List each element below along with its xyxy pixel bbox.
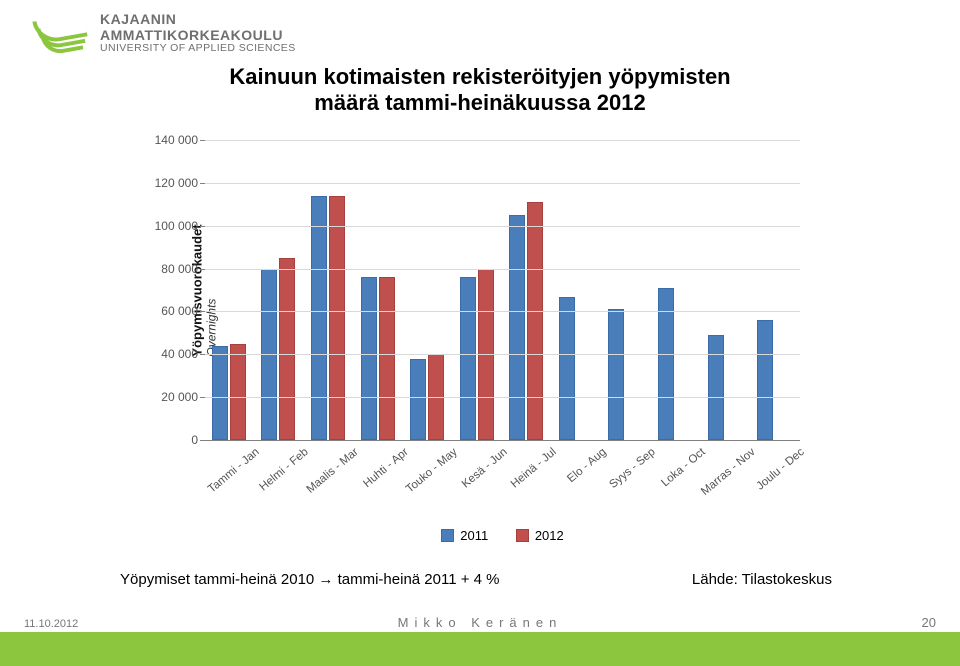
- legend-item-2011: 2011: [441, 528, 488, 543]
- bar-group: [557, 140, 597, 440]
- bar-2011: [708, 335, 724, 440]
- footer-author: Mikko Keränen: [0, 615, 960, 630]
- legend-label-2011: 2011: [460, 528, 488, 543]
- chart-legend: 2011 2012: [205, 528, 800, 545]
- plot-area: [205, 140, 800, 441]
- title-line2: määrä tammi-heinäkuussa 2012: [0, 90, 960, 116]
- y-axis-label: Yöpymisvuorokaudet: [190, 224, 205, 356]
- logo-line2: AMMATTIKORKEAKOULU: [100, 28, 296, 44]
- y-tick-label: 40 000: [110, 347, 198, 361]
- bar-group: [259, 140, 299, 440]
- x-axis-labels: Tammi - JanHelmi - FebMaalis - MarHuhti …: [205, 440, 800, 510]
- legend-label-2012: 2012: [535, 528, 564, 543]
- bar-group: [507, 140, 547, 440]
- bar-2012: [379, 277, 395, 440]
- legend-swatch-2011: [441, 529, 454, 542]
- bar-2011: [361, 277, 377, 440]
- logo-swoosh-icon: [28, 15, 92, 53]
- footer-page: 20: [922, 615, 936, 630]
- y-tick-label: 60 000: [110, 304, 198, 318]
- source-text: Lähde: Tilastokeskus: [692, 571, 832, 588]
- grid-line: [205, 226, 800, 227]
- bar-2011: [608, 309, 624, 440]
- grid-line: [205, 269, 800, 270]
- grid-line: [205, 183, 800, 184]
- y-tick-label: 0: [110, 433, 198, 447]
- y-tick-label: 20 000: [110, 390, 198, 404]
- bar-2011: [212, 346, 228, 440]
- y-tick-label: 120 000: [110, 176, 198, 190]
- y-tick-label: 140 000: [110, 133, 198, 147]
- bars-layer: [205, 140, 800, 440]
- bar-group: [656, 140, 696, 440]
- bar-2011: [460, 277, 476, 440]
- grid-line: [205, 354, 800, 355]
- logo-line3: UNIVERSITY OF APPLIED SCIENCES: [100, 43, 296, 55]
- bar-2011: [757, 320, 773, 440]
- logo-text: KAJAANIN AMMATTIKORKEAKOULU UNIVERSITY O…: [100, 12, 296, 55]
- legend-item-2012: 2012: [516, 528, 564, 543]
- y-tick-label: 80 000: [110, 262, 198, 276]
- bar-2012: [527, 202, 543, 440]
- footer-accent-bar: [0, 632, 960, 666]
- bar-group: [210, 140, 250, 440]
- grid-line: [205, 397, 800, 398]
- bar-group: [408, 140, 448, 440]
- slide: KAJAANIN AMMATTIKORKEAKOULU UNIVERSITY O…: [0, 0, 960, 666]
- legend-swatch-2012: [516, 529, 529, 542]
- bar-group: [606, 140, 646, 440]
- bar-group: [706, 140, 746, 440]
- bar-group: [755, 140, 795, 440]
- y-tick-label: 100 000: [110, 219, 198, 233]
- bar-group: [359, 140, 399, 440]
- grid-line: [205, 140, 800, 141]
- slide-title: Kainuun kotimaisten rekisteröityjen yöpy…: [0, 64, 960, 116]
- bar-2012: [279, 258, 295, 440]
- bar-group: [309, 140, 349, 440]
- bar-2011: [410, 359, 426, 440]
- bar-2011: [559, 297, 575, 440]
- bar-group: [458, 140, 498, 440]
- org-logo: KAJAANIN AMMATTIKORKEAKOULU UNIVERSITY O…: [28, 12, 296, 55]
- logo-line1: KAJAANIN: [100, 12, 296, 28]
- bar-2012: [329, 196, 345, 440]
- title-line1: Kainuun kotimaisten rekisteröityjen yöpy…: [229, 64, 730, 89]
- overnights-bar-chart: Yöpymisvuorokaudet Overnights Tammi - Ja…: [110, 140, 830, 500]
- bar-2012: [230, 344, 246, 440]
- bar-2011: [509, 215, 525, 440]
- grid-line: [205, 311, 800, 312]
- bar-2011: [311, 196, 327, 440]
- caption-text: Yöpymiset tammi-heinä 2010 → tammi-heinä…: [120, 571, 500, 588]
